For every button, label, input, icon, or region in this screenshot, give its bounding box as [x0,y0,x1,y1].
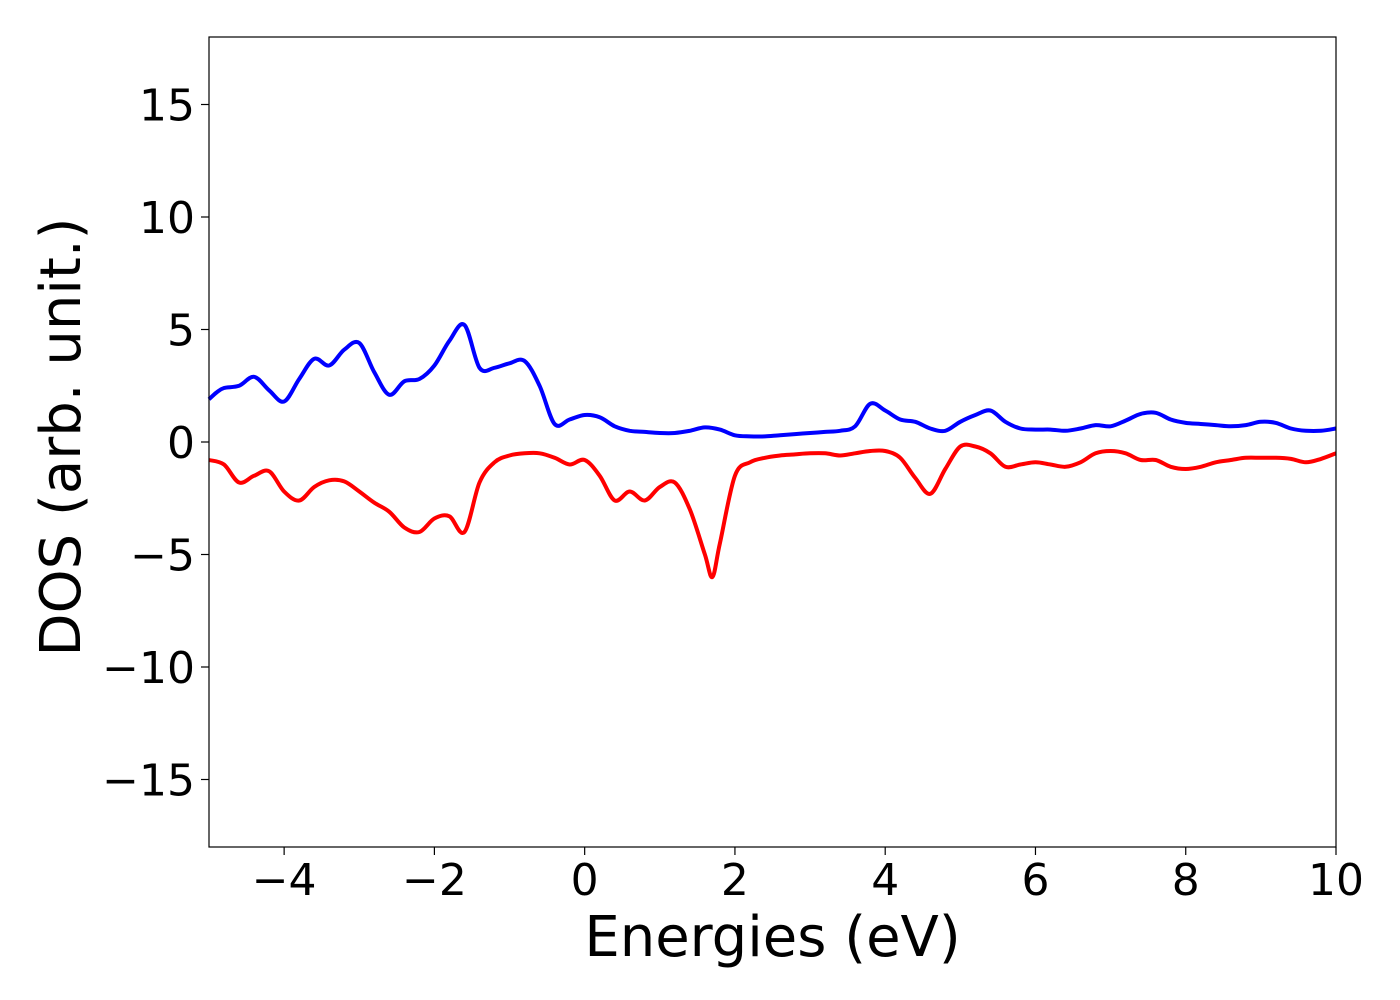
x-tick-label: −4 [252,855,317,906]
x-axis-ticks: −4 −2 0 2 4 6 8 10 [252,847,1364,906]
x-tick-label: 4 [871,855,899,906]
y-tick-label: 0 [167,418,195,469]
y-axis-ticks: −15 −10 −5 0 5 10 15 [102,81,209,807]
x-tick-label: −2 [402,855,467,906]
y-tick-label: 10 [139,193,195,244]
x-tick-label: 10 [1308,855,1364,906]
x-tick-label: 6 [1021,855,1049,906]
y-tick-label: −5 [130,531,195,582]
y-tick-label: −15 [102,756,195,807]
y-tick-label: 15 [139,81,195,132]
x-tick-label: 0 [571,855,599,906]
y-tick-label: −10 [102,643,195,694]
y-axis-label: DOS (arb. unit.) [29,217,94,656]
x-tick-label: 8 [1172,855,1200,906]
dos-series-red-line [208,442,1337,580]
plot-frame [208,36,1337,848]
dos-series-blue-line [207,322,1337,439]
y-tick-label: 5 [167,306,195,357]
x-axis-label: Energies (eV) [584,905,960,970]
x-tick-label: 2 [721,855,749,906]
series-layer [207,322,1337,580]
